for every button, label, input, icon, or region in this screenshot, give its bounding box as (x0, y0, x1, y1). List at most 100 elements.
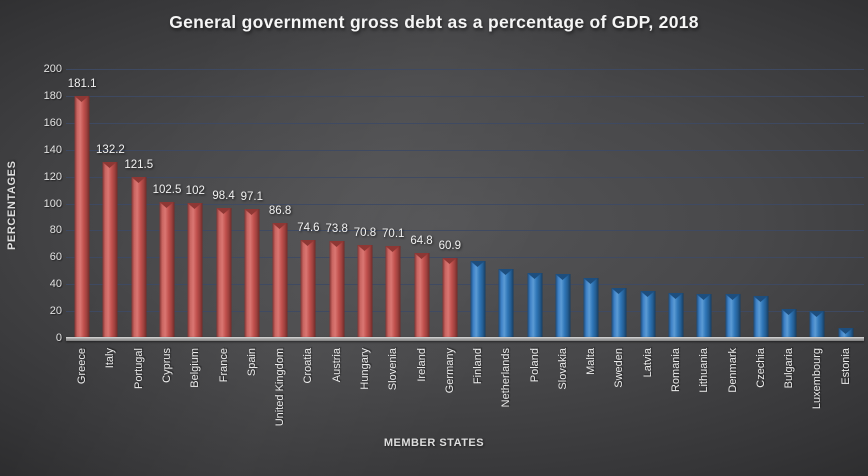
bar-cell: 74.6 (294, 70, 322, 340)
bar-value-label: 70.8 (353, 226, 377, 239)
bar (640, 290, 656, 340)
bar-value-label: 98.4 (212, 189, 235, 202)
category-cell: Hungary (351, 348, 379, 438)
gridline (66, 257, 864, 259)
bar-value-label: 64.8 (410, 234, 433, 247)
bar (102, 162, 118, 340)
bar (470, 260, 486, 340)
category-cell: Germany (436, 348, 464, 438)
bar (74, 96, 90, 340)
bar-value-label: 121.5 (124, 158, 154, 171)
bar-value-label: 70.1 (382, 227, 405, 240)
bar-top-notch (640, 290, 655, 297)
category-cell: France (209, 348, 237, 438)
bar-cell: 102 (181, 70, 209, 340)
bar-cell: 121.5 (124, 70, 154, 340)
bar-cell (549, 70, 577, 340)
bar (216, 207, 232, 340)
bar (725, 293, 741, 340)
bar-value-label: 132.2 (96, 144, 125, 157)
category-label: Italy (104, 348, 117, 369)
bar (414, 252, 430, 340)
bar-top-notch (74, 96, 89, 103)
category-label: Sweden (613, 348, 626, 388)
category-label: Slovenia (387, 348, 400, 391)
bar-cell: 181.1 (67, 70, 97, 340)
bar-top-notch (329, 240, 344, 247)
y-tick-label: 120 (43, 170, 62, 183)
category-cell: Italy (96, 348, 124, 438)
bar-top-notch (442, 258, 457, 265)
category-label: Poland (528, 348, 541, 383)
category-label: United Kingdom (274, 348, 287, 427)
bar-top-notch (555, 274, 570, 281)
bar-top-notch (300, 239, 315, 246)
bar (781, 309, 797, 340)
category-cell: Spain (238, 348, 266, 438)
bar (442, 258, 458, 340)
bar-value-label: 102.5 (152, 184, 182, 197)
bar-top-notch (102, 162, 117, 169)
y-tick-label: 160 (43, 116, 62, 129)
category-label: Slovakia (556, 348, 569, 390)
category-label: Czechia (754, 348, 767, 388)
category-cell: Portugal (125, 348, 153, 438)
bar (300, 239, 316, 340)
category-label: Malta (585, 348, 598, 375)
bar-cell (605, 70, 633, 340)
bar (809, 311, 825, 340)
bar (385, 245, 401, 340)
category-label: Denmark (726, 348, 739, 393)
bar (753, 295, 769, 340)
category-label: Germany (443, 348, 456, 394)
bar-cell: 132.2 (96, 70, 125, 340)
category-cell: Romania (662, 348, 690, 438)
bar (187, 202, 203, 340)
category-cell: Poland (521, 348, 549, 438)
category-cell: Austria (323, 348, 351, 438)
bar-cell: 73.8 (323, 70, 351, 340)
bar-top-notch (357, 244, 372, 251)
bar (244, 209, 260, 340)
bar-top-notch (470, 260, 485, 267)
gridline (66, 149, 864, 151)
y-tick-label: 40 (49, 278, 62, 291)
category-label: Spain (245, 348, 258, 377)
y-tick-label: 200 (43, 63, 62, 75)
bar-cell: 70.8 (351, 70, 379, 340)
category-cell: Slovenia (379, 348, 407, 438)
category-label: Latvia (641, 348, 654, 378)
y-tick-label: 20 (49, 305, 62, 318)
bar-top-notch (583, 278, 598, 285)
bar-cell (577, 70, 605, 340)
bar-cell (775, 70, 803, 340)
bar (668, 292, 684, 340)
bar-top-notch (725, 293, 740, 300)
bar-series: 181.1 132.2 121.5 102.5 102 98.4 97.1 86.8 74.6 7… (67, 70, 860, 340)
bar (583, 278, 599, 340)
bar-cell (718, 70, 746, 340)
bar-value-label: 73.8 (325, 222, 348, 235)
bar-top-notch (272, 223, 287, 230)
bar-cell: 70.1 (379, 70, 407, 340)
category-label: Greece (76, 348, 89, 385)
bar-top-notch (696, 293, 711, 300)
bar-value-label: 74.6 (297, 221, 320, 234)
bar-cell: 60.9 (436, 70, 464, 340)
bar-cell (803, 70, 831, 340)
bar-value-label: 181.1 (67, 78, 97, 91)
gridline (66, 230, 864, 232)
bar-cell: 64.8 (407, 70, 435, 340)
bar-top-notch (498, 268, 513, 275)
bar-cell: 86.8 (266, 70, 294, 340)
category-cell: Slovakia (549, 348, 577, 438)
bar-top-notch (187, 202, 202, 209)
y-tick-label: 0 (55, 332, 62, 344)
bar (357, 244, 373, 340)
bar (838, 327, 854, 340)
category-cell: Denmark (718, 348, 746, 438)
bar-top-notch (244, 209, 259, 216)
category-cell: Estonia (832, 348, 860, 438)
bar (329, 240, 345, 340)
